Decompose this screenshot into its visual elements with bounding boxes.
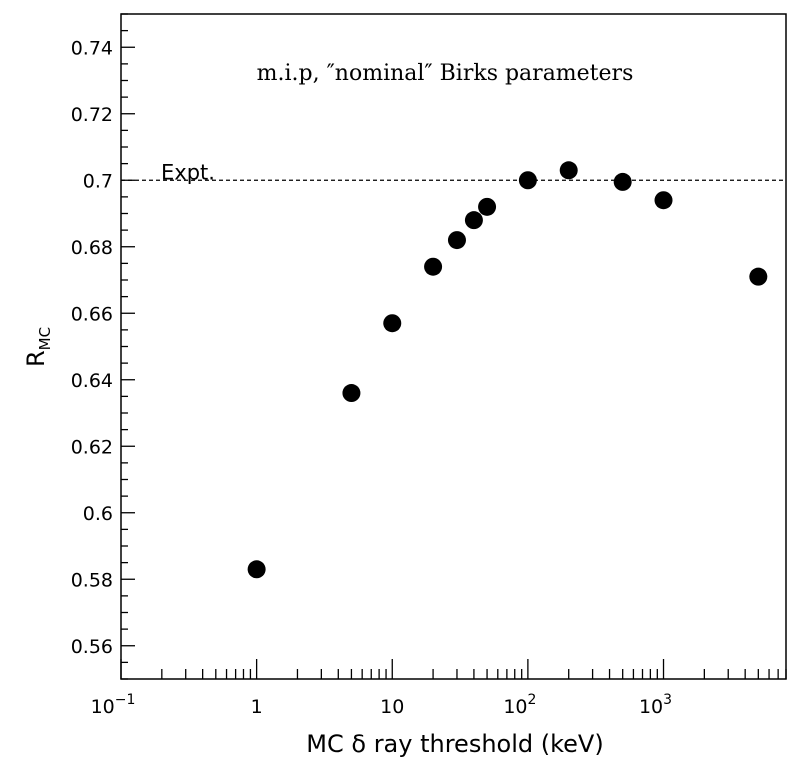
svg-text:RMC: RMC bbox=[22, 327, 54, 367]
y-tick-label: 0.64 bbox=[71, 370, 113, 392]
data-point bbox=[559, 161, 578, 180]
data-point bbox=[478, 197, 497, 216]
expt-label: Expt. bbox=[161, 160, 215, 184]
x-tick-label-base: 10 bbox=[380, 696, 404, 718]
y-tick-label: 0.72 bbox=[71, 104, 113, 126]
x-tick-label-exponent: 3 bbox=[663, 692, 672, 708]
axis-ticks bbox=[120, 13, 787, 680]
chart-annotation: m.i.p, ″nominal″ Birks parameters bbox=[257, 61, 634, 86]
y-tick-label: 0.66 bbox=[71, 303, 113, 325]
x-tick-label-base: 10 bbox=[503, 696, 527, 718]
x-tick-label: 10 bbox=[380, 696, 404, 718]
x-tick-label-exponent: −1 bbox=[115, 692, 136, 708]
y-tick-label: 0.62 bbox=[71, 436, 113, 458]
data-point bbox=[342, 384, 361, 403]
data-point bbox=[447, 231, 466, 250]
y-tick-label: 0.6 bbox=[83, 503, 113, 525]
data-point bbox=[654, 191, 673, 210]
x-tick-label: 103 bbox=[639, 692, 672, 718]
data-point bbox=[518, 171, 537, 190]
plot-frame bbox=[120, 13, 787, 680]
y-tick-labels: 0.56 0.58 0.6 0.62 0.64 0.66 0.68 0.7 0.72 0.74 bbox=[71, 37, 113, 658]
y-tick-label: 0.58 bbox=[71, 569, 113, 591]
y-tick-label: 0.56 bbox=[71, 636, 113, 658]
y-tick-label: 0.74 bbox=[71, 37, 113, 59]
y-axis-title: RMC bbox=[22, 327, 54, 367]
data-point bbox=[383, 314, 402, 333]
data-point bbox=[424, 257, 443, 276]
data-point bbox=[464, 211, 483, 230]
x-tick-label-base: 10 bbox=[639, 696, 663, 718]
x-tick-label-base: 10 bbox=[91, 696, 115, 718]
x-tick-labels: 10−1 1 10 102 103 bbox=[91, 692, 672, 718]
x-tick-label: 1 bbox=[251, 696, 263, 718]
data-point bbox=[749, 267, 768, 286]
y-tick-label: 0.68 bbox=[71, 237, 113, 259]
data-point bbox=[247, 560, 266, 579]
x-tick-label-exponent: 2 bbox=[528, 692, 537, 708]
y-axis-title-main: R bbox=[22, 350, 50, 367]
x-axis-title: MC δ ray threshold (keV) bbox=[306, 730, 603, 758]
x-tick-label-base: 1 bbox=[251, 696, 263, 718]
y-tick-label: 0.7 bbox=[83, 170, 113, 192]
x-tick-label: 10−1 bbox=[91, 692, 136, 718]
x-tick-label: 102 bbox=[503, 692, 536, 718]
y-axis-title-subscript: MC bbox=[36, 327, 54, 350]
data-points bbox=[247, 161, 768, 579]
data-point bbox=[613, 172, 632, 191]
